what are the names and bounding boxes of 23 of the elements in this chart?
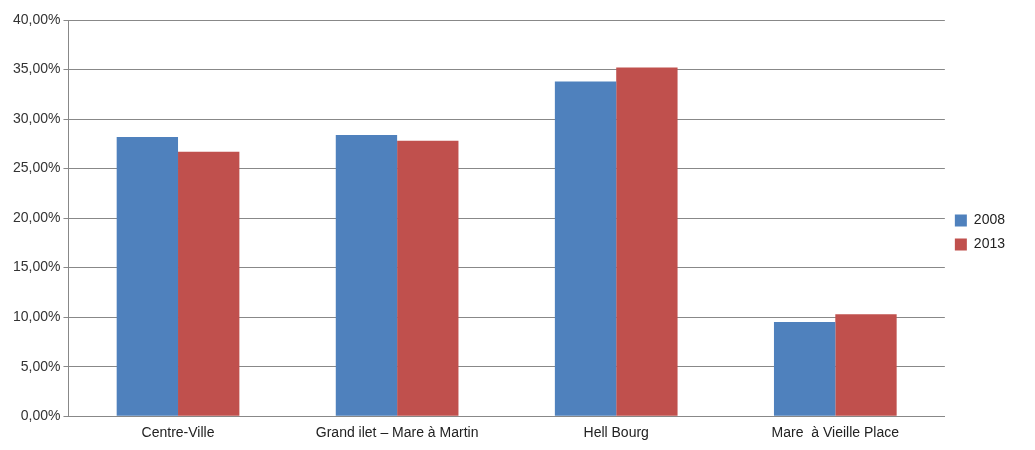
- bar: [616, 67, 678, 416]
- y-tick-label: 20,00%: [13, 208, 61, 225]
- y-tick-label: 0,00%: [20, 407, 61, 424]
- y-tick-label: 40,00%: [13, 10, 61, 27]
- x-tick-label: Mare à Vieille Place: [771, 424, 900, 441]
- x-tick-label: Hell Bourg: [583, 424, 649, 441]
- bar: [554, 81, 617, 416]
- bar: [773, 322, 836, 416]
- bar: [397, 140, 459, 416]
- bar: [335, 134, 398, 416]
- bar: [116, 136, 179, 416]
- y-tick-label: 30,00%: [13, 109, 61, 126]
- x-tick-label: Grand ilet – Mare à Martin: [315, 424, 479, 441]
- legend-label: 2008: [973, 211, 1006, 228]
- bar: [835, 314, 897, 416]
- y-tick-label: 25,00%: [13, 159, 61, 176]
- x-tick-label: Centre-Ville: [141, 424, 215, 441]
- legend-label: 2013: [973, 235, 1006, 252]
- y-tick-label: 35,00%: [13, 60, 61, 77]
- y-tick-label: 15,00%: [13, 258, 61, 275]
- y-tick-label: 10,00%: [13, 308, 61, 325]
- y-tick-label: 5,00%: [20, 357, 61, 374]
- bar: [178, 151, 240, 416]
